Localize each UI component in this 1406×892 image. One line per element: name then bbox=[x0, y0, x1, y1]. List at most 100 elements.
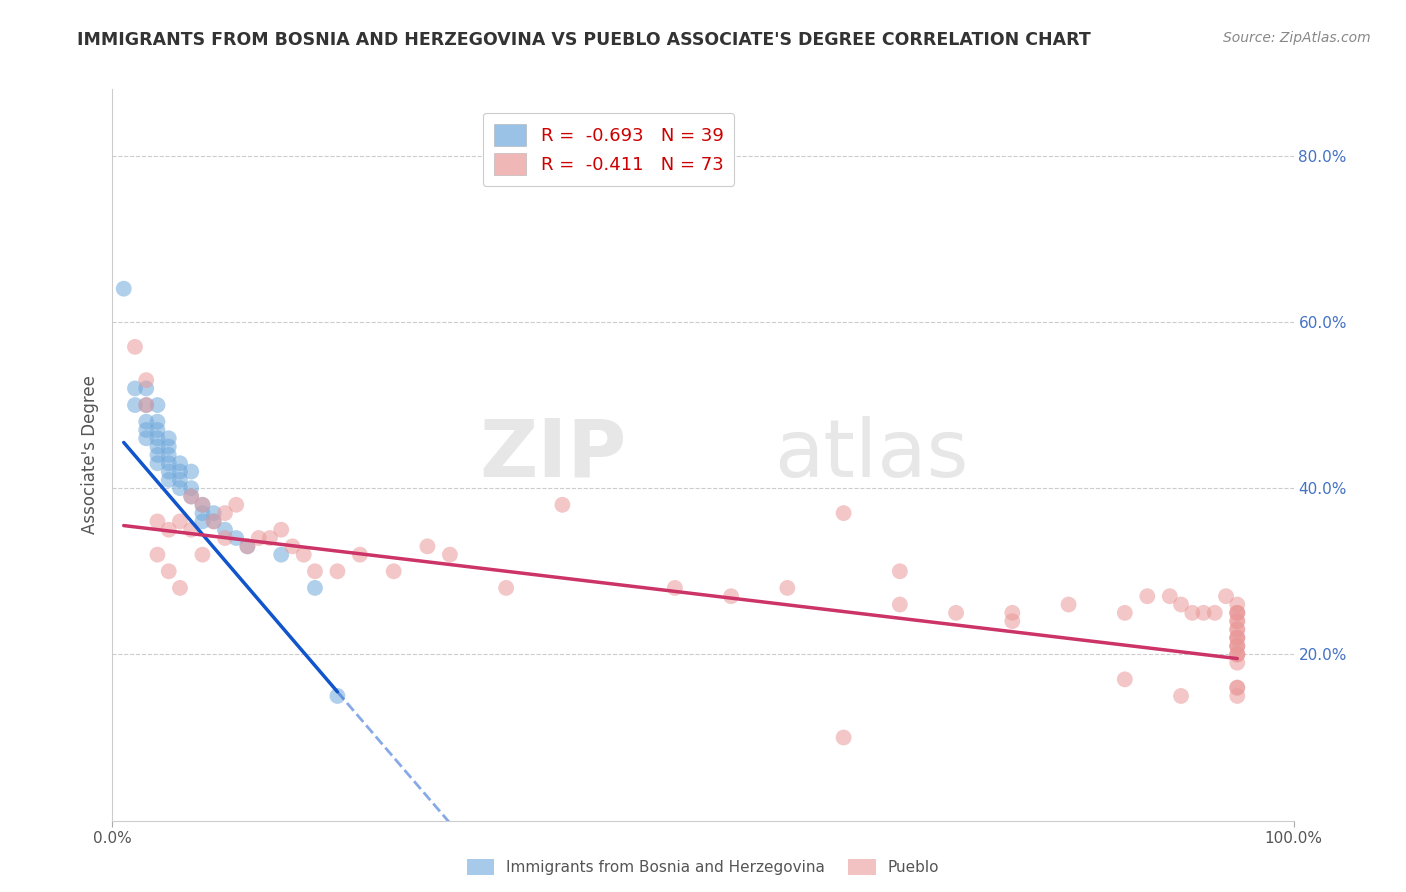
Text: atlas: atlas bbox=[773, 416, 969, 494]
Point bbox=[146, 431, 169, 445]
Legend: Immigrants from Bosnia and Herzegovina, Pueblo: Immigrants from Bosnia and Herzegovina, … bbox=[461, 854, 945, 881]
Point bbox=[214, 523, 236, 537]
Text: Source: ZipAtlas.com: Source: ZipAtlas.com bbox=[1223, 31, 1371, 45]
Point bbox=[1226, 614, 1249, 628]
Point bbox=[191, 498, 214, 512]
Point bbox=[157, 456, 180, 470]
Point bbox=[304, 581, 326, 595]
Point bbox=[889, 564, 911, 578]
Point bbox=[1204, 606, 1226, 620]
Point bbox=[664, 581, 686, 595]
Point bbox=[157, 465, 180, 479]
Point bbox=[270, 548, 292, 562]
Point bbox=[495, 581, 517, 595]
Point bbox=[135, 423, 157, 437]
Point bbox=[214, 506, 236, 520]
Point bbox=[191, 506, 214, 520]
Point bbox=[326, 564, 349, 578]
Point bbox=[146, 415, 169, 429]
Point bbox=[281, 539, 304, 553]
Point bbox=[551, 498, 574, 512]
Point bbox=[1114, 673, 1136, 687]
Point bbox=[1226, 606, 1249, 620]
Point bbox=[832, 731, 855, 745]
Point bbox=[225, 531, 247, 545]
Point bbox=[169, 473, 191, 487]
Point bbox=[146, 423, 169, 437]
Point bbox=[1226, 631, 1249, 645]
Point bbox=[1226, 614, 1249, 628]
Point bbox=[1226, 631, 1249, 645]
Point bbox=[146, 448, 169, 462]
Point bbox=[225, 498, 247, 512]
Point bbox=[416, 539, 439, 553]
Point bbox=[1226, 639, 1249, 653]
Point bbox=[1226, 648, 1249, 662]
Point bbox=[202, 515, 225, 529]
Point bbox=[146, 440, 169, 454]
Point bbox=[124, 381, 146, 395]
Point bbox=[1226, 606, 1249, 620]
Point bbox=[1226, 656, 1249, 670]
Point bbox=[157, 448, 180, 462]
Point bbox=[1226, 631, 1249, 645]
Point bbox=[720, 589, 742, 603]
Point bbox=[135, 381, 157, 395]
Point bbox=[832, 506, 855, 520]
Point bbox=[157, 473, 180, 487]
Point bbox=[439, 548, 461, 562]
Point bbox=[157, 523, 180, 537]
Point bbox=[1057, 598, 1080, 612]
Point bbox=[247, 531, 270, 545]
Point bbox=[1226, 598, 1249, 612]
Point bbox=[146, 515, 169, 529]
Point bbox=[180, 490, 202, 504]
Point bbox=[1226, 639, 1249, 653]
Text: IMMIGRANTS FROM BOSNIA AND HERZEGOVINA VS PUEBLO ASSOCIATE'S DEGREE CORRELATION : IMMIGRANTS FROM BOSNIA AND HERZEGOVINA V… bbox=[77, 31, 1091, 49]
Point bbox=[202, 506, 225, 520]
Point bbox=[157, 564, 180, 578]
Point bbox=[1192, 606, 1215, 620]
Point bbox=[259, 531, 281, 545]
Point bbox=[169, 481, 191, 495]
Point bbox=[157, 431, 180, 445]
Point bbox=[1226, 648, 1249, 662]
Point bbox=[1170, 689, 1192, 703]
Point bbox=[776, 581, 799, 595]
Point bbox=[135, 415, 157, 429]
Point bbox=[191, 498, 214, 512]
Point bbox=[1001, 614, 1024, 628]
Point bbox=[146, 456, 169, 470]
Point bbox=[146, 548, 169, 562]
Point bbox=[292, 548, 315, 562]
Point bbox=[304, 564, 326, 578]
Y-axis label: Associate's Degree: Associate's Degree bbox=[80, 376, 98, 534]
Point bbox=[1136, 589, 1159, 603]
Point bbox=[1226, 689, 1249, 703]
Point bbox=[146, 398, 169, 412]
Point bbox=[180, 465, 202, 479]
Point bbox=[1226, 681, 1249, 695]
Point bbox=[1226, 639, 1249, 653]
Point bbox=[169, 581, 191, 595]
Point bbox=[1159, 589, 1181, 603]
Point bbox=[202, 515, 225, 529]
Point bbox=[1114, 606, 1136, 620]
Point bbox=[382, 564, 405, 578]
Point bbox=[169, 456, 191, 470]
Point bbox=[945, 606, 967, 620]
Point bbox=[135, 431, 157, 445]
Point bbox=[124, 340, 146, 354]
Point bbox=[180, 481, 202, 495]
Legend: R =  -0.693   N = 39, R =  -0.411   N = 73: R = -0.693 N = 39, R = -0.411 N = 73 bbox=[482, 113, 734, 186]
Point bbox=[1170, 598, 1192, 612]
Point bbox=[180, 523, 202, 537]
Point bbox=[349, 548, 371, 562]
Point bbox=[214, 531, 236, 545]
Point bbox=[326, 689, 349, 703]
Point bbox=[112, 282, 135, 296]
Point bbox=[1226, 623, 1249, 637]
Point bbox=[1181, 606, 1204, 620]
Point bbox=[124, 398, 146, 412]
Point bbox=[1226, 648, 1249, 662]
